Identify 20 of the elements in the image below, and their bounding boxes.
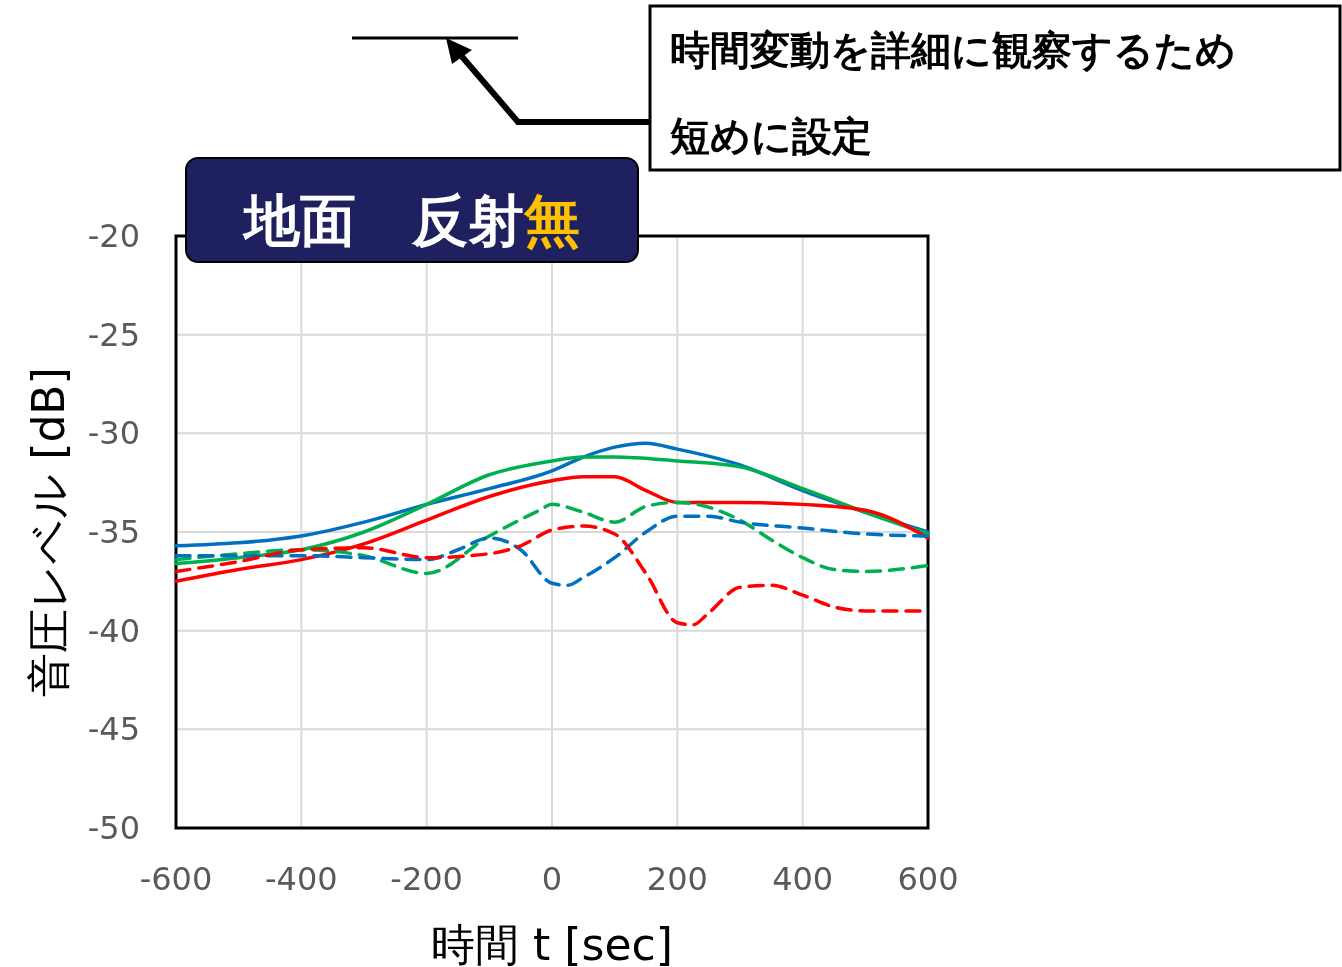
y-tick-label: -35	[87, 513, 140, 551]
chart-title: 地面 反射無	[242, 188, 580, 253]
x-tick-label: -600	[139, 860, 213, 898]
y-tick-label: -50	[87, 809, 140, 847]
line-series	[174, 514, 930, 588]
x-tick-label: 200	[646, 860, 708, 898]
x-tick-label: 400	[772, 860, 834, 898]
x-axis-title: 時間 t [sec]	[431, 919, 673, 967]
y-tick-label: -25	[87, 315, 140, 354]
y-tick-label: -30	[87, 414, 140, 453]
x-tick-label: 600	[897, 860, 959, 898]
x-tick-label: -400	[265, 860, 338, 898]
y-axis-title: 音圧レベル [dB]	[23, 367, 74, 697]
x-tick-label: -200	[390, 860, 463, 898]
x-tick-label: 0	[541, 860, 563, 898]
y-tick-label: -40	[87, 611, 140, 650]
text: 短めに設定	[669, 113, 872, 159]
text: 時間変動を詳細に観察するため	[670, 27, 1236, 73]
y-tick-label: -20	[87, 217, 140, 255]
y-tick-label: -45	[87, 710, 140, 749]
